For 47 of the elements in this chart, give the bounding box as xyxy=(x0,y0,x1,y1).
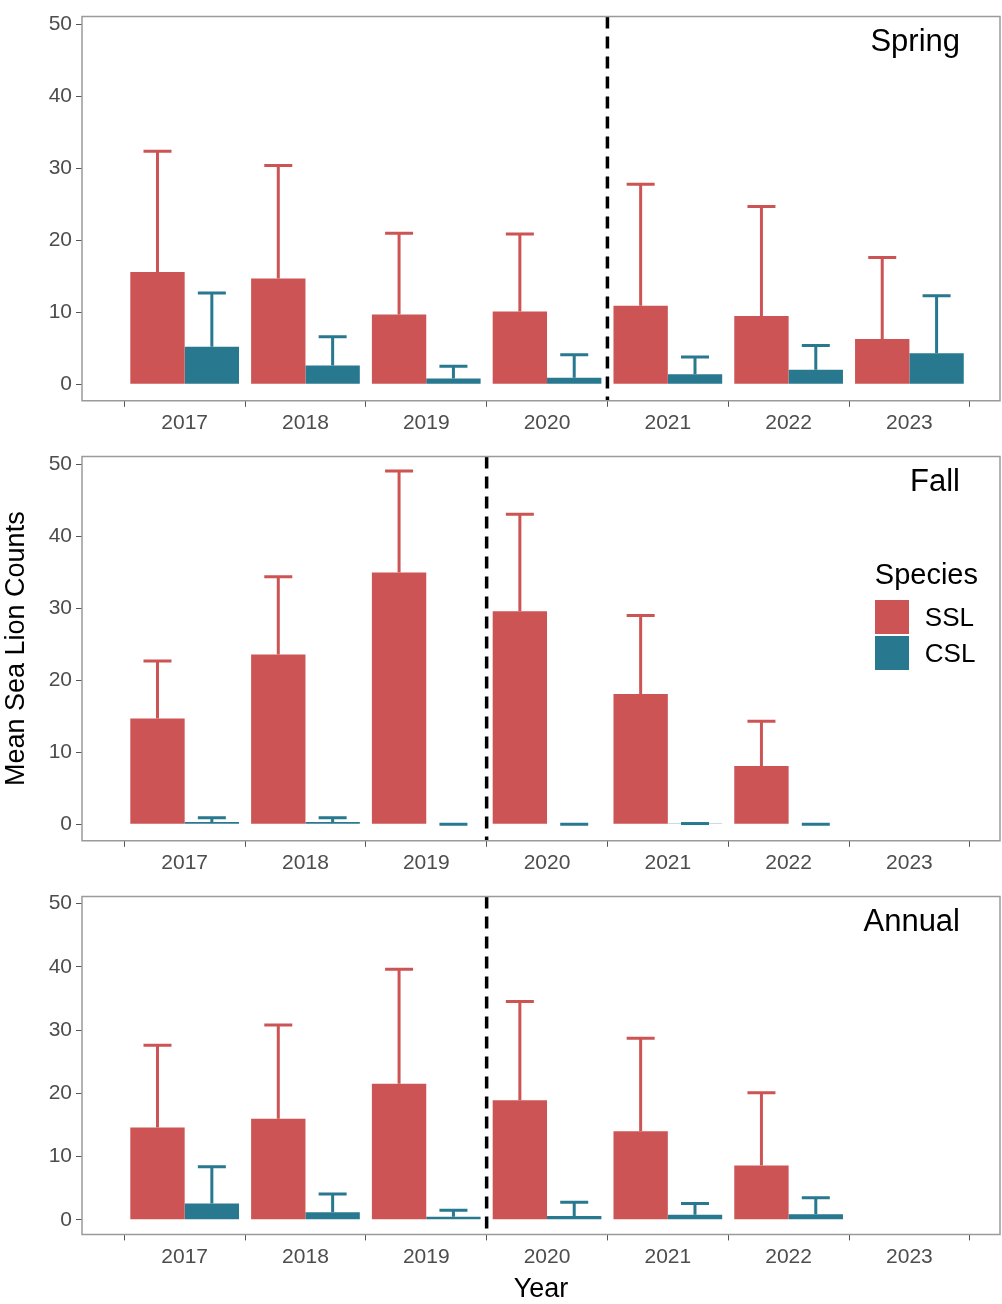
y-tick-label: 40 xyxy=(48,83,72,107)
x-tick-label: 2022 xyxy=(765,410,812,434)
y-tick-label: 0 xyxy=(60,1206,72,1230)
y-tick-label: 10 xyxy=(48,739,72,763)
y-tick-label: 30 xyxy=(48,595,72,619)
x-tick-label: 2019 xyxy=(402,410,450,434)
x-tick-label: 2017 xyxy=(161,410,209,434)
x-tick-label: 2021 xyxy=(644,850,692,874)
y-tick-label: 30 xyxy=(48,1016,72,1040)
x-axis-title: Year xyxy=(513,1273,569,1304)
x-tick-label: 2020 xyxy=(523,1243,571,1267)
legend-label: SSL xyxy=(924,601,974,633)
y-tick-label: 50 xyxy=(48,11,72,35)
chart-title: Spring xyxy=(870,22,960,58)
y-tick-label: 0 xyxy=(60,371,72,395)
y-tick-label: 40 xyxy=(48,953,72,977)
y-tick-label: 20 xyxy=(48,667,72,691)
x-tick-label: 2017 xyxy=(161,850,209,874)
legend-title: Species xyxy=(874,558,978,591)
x-tick-label: 2023 xyxy=(886,850,933,874)
x-tick-label: 2021 xyxy=(644,1243,692,1267)
x-tick-label: 2021 xyxy=(644,410,692,434)
x-tick-label: 2023 xyxy=(886,410,933,434)
x-tick-label: 2018 xyxy=(282,1243,329,1267)
x-tick-label: 2019 xyxy=(402,1243,450,1267)
y-tick-label: 20 xyxy=(48,227,72,251)
chart-title: Annual xyxy=(863,902,960,938)
x-tick-label: 2023 xyxy=(886,1243,933,1267)
y-tick-label: 10 xyxy=(48,299,72,323)
y-tick-label: 30 xyxy=(48,155,72,179)
y-tick-label: 20 xyxy=(48,1080,72,1104)
chart-title: Fall xyxy=(910,462,960,498)
legend-label: CSL xyxy=(924,637,976,669)
x-tick-label: 2020 xyxy=(523,410,571,434)
x-tick-label: 2018 xyxy=(282,410,329,434)
y-tick-label: 50 xyxy=(48,451,72,475)
y-tick-label: 10 xyxy=(48,1143,72,1167)
x-tick-label: 2018 xyxy=(282,850,329,874)
x-tick-label: 2020 xyxy=(523,850,571,874)
y-tick-label: 50 xyxy=(48,890,72,914)
x-tick-label: 2017 xyxy=(161,1243,209,1267)
y-axis-title: Mean Sea Lion Counts xyxy=(0,511,30,787)
x-tick-label: 2022 xyxy=(765,1243,812,1267)
x-tick-label: 2022 xyxy=(765,850,812,874)
y-tick-label: 40 xyxy=(48,523,72,547)
y-tick-label: 0 xyxy=(60,811,72,835)
x-tick-label: 2019 xyxy=(402,850,450,874)
